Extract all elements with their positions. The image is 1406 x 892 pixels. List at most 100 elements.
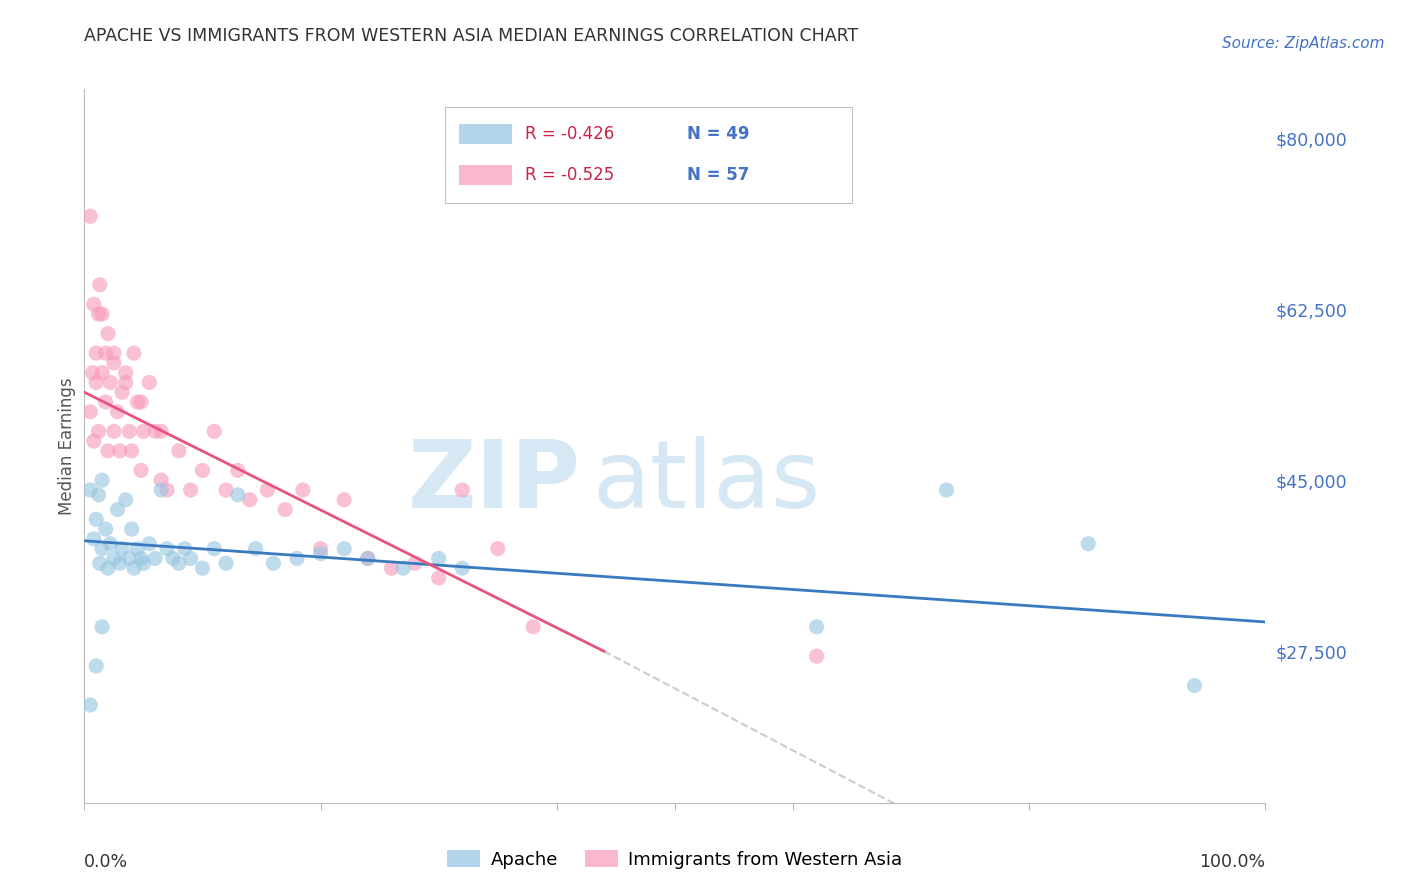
- Point: [150, 425, 173, 439]
- Point: [87, 425, 110, 439]
- Point: [98, 537, 121, 551]
- Point: [357, 551, 380, 566]
- Point: [118, 425, 141, 439]
- Point: [94, 395, 117, 409]
- Point: [107, 502, 129, 516]
- Point: [84, 346, 107, 360]
- Point: [143, 425, 166, 439]
- Point: [138, 537, 160, 551]
- Point: [150, 473, 173, 487]
- Point: [121, 443, 143, 458]
- Text: R = -0.426: R = -0.426: [524, 125, 614, 143]
- Point: [180, 483, 202, 497]
- Point: [89, 557, 111, 571]
- Point: [121, 522, 143, 536]
- Point: [122, 346, 145, 360]
- Point: [91, 366, 114, 380]
- Point: [87, 307, 110, 321]
- Point: [427, 551, 450, 566]
- Point: [83, 532, 105, 546]
- Point: [84, 512, 107, 526]
- Point: [108, 443, 131, 458]
- Point: [122, 561, 145, 575]
- Point: [239, 492, 262, 507]
- Point: [806, 649, 828, 664]
- Point: [392, 561, 415, 575]
- Text: APACHE VS IMMIGRANTS FROM WESTERN ASIA MEDIAN EARNINGS CORRELATION CHART: APACHE VS IMMIGRANTS FROM WESTERN ASIA M…: [84, 27, 859, 45]
- Point: [87, 488, 110, 502]
- Point: [291, 483, 314, 497]
- Point: [129, 463, 152, 477]
- Point: [215, 557, 238, 571]
- Point: [226, 463, 249, 477]
- Text: ZIP: ZIP: [408, 435, 581, 528]
- Point: [97, 326, 120, 341]
- Point: [357, 551, 380, 566]
- Point: [486, 541, 509, 556]
- Point: [162, 551, 184, 566]
- Point: [103, 346, 125, 360]
- Point: [132, 425, 155, 439]
- Point: [333, 492, 356, 507]
- Point: [274, 502, 297, 516]
- Point: [309, 541, 332, 556]
- Point: [245, 541, 267, 556]
- Point: [103, 551, 125, 566]
- Point: [935, 483, 957, 497]
- Point: [84, 376, 107, 390]
- Legend: Apache, Immigrants from Western Asia: Apache, Immigrants from Western Asia: [440, 843, 910, 876]
- Point: [451, 483, 474, 497]
- FancyBboxPatch shape: [458, 124, 512, 145]
- FancyBboxPatch shape: [444, 107, 852, 203]
- Point: [98, 376, 121, 390]
- Point: [180, 551, 202, 566]
- Point: [285, 551, 308, 566]
- Point: [94, 522, 117, 536]
- Point: [129, 551, 152, 566]
- Point: [91, 541, 114, 556]
- Point: [111, 385, 134, 400]
- Text: N = 49: N = 49: [686, 125, 749, 143]
- Point: [94, 346, 117, 360]
- Point: [83, 434, 105, 449]
- Point: [522, 620, 544, 634]
- Point: [202, 541, 225, 556]
- Point: [333, 541, 356, 556]
- Point: [191, 561, 214, 575]
- Point: [91, 473, 114, 487]
- Point: [427, 571, 450, 585]
- Point: [103, 425, 125, 439]
- Point: [108, 557, 131, 571]
- Point: [404, 557, 426, 571]
- Point: [79, 698, 101, 712]
- Point: [97, 443, 120, 458]
- Text: Source: ZipAtlas.com: Source: ZipAtlas.com: [1222, 36, 1385, 51]
- Point: [79, 209, 101, 223]
- Text: N = 57: N = 57: [686, 166, 749, 184]
- Point: [167, 557, 190, 571]
- Point: [83, 297, 105, 311]
- Point: [156, 483, 179, 497]
- Point: [226, 488, 249, 502]
- Point: [97, 561, 120, 575]
- Point: [103, 356, 125, 370]
- Text: 100.0%: 100.0%: [1199, 853, 1265, 871]
- Point: [114, 492, 136, 507]
- Point: [114, 376, 136, 390]
- Point: [84, 659, 107, 673]
- Point: [173, 541, 195, 556]
- Point: [309, 547, 332, 561]
- Point: [127, 395, 149, 409]
- Point: [806, 620, 828, 634]
- Point: [215, 483, 238, 497]
- Point: [156, 541, 179, 556]
- Text: R = -0.525: R = -0.525: [524, 166, 614, 184]
- Point: [79, 483, 101, 497]
- Point: [138, 376, 160, 390]
- Point: [107, 405, 129, 419]
- Point: [1077, 537, 1099, 551]
- Point: [167, 443, 190, 458]
- Text: atlas: atlas: [592, 435, 821, 528]
- Point: [82, 366, 104, 380]
- Point: [380, 561, 402, 575]
